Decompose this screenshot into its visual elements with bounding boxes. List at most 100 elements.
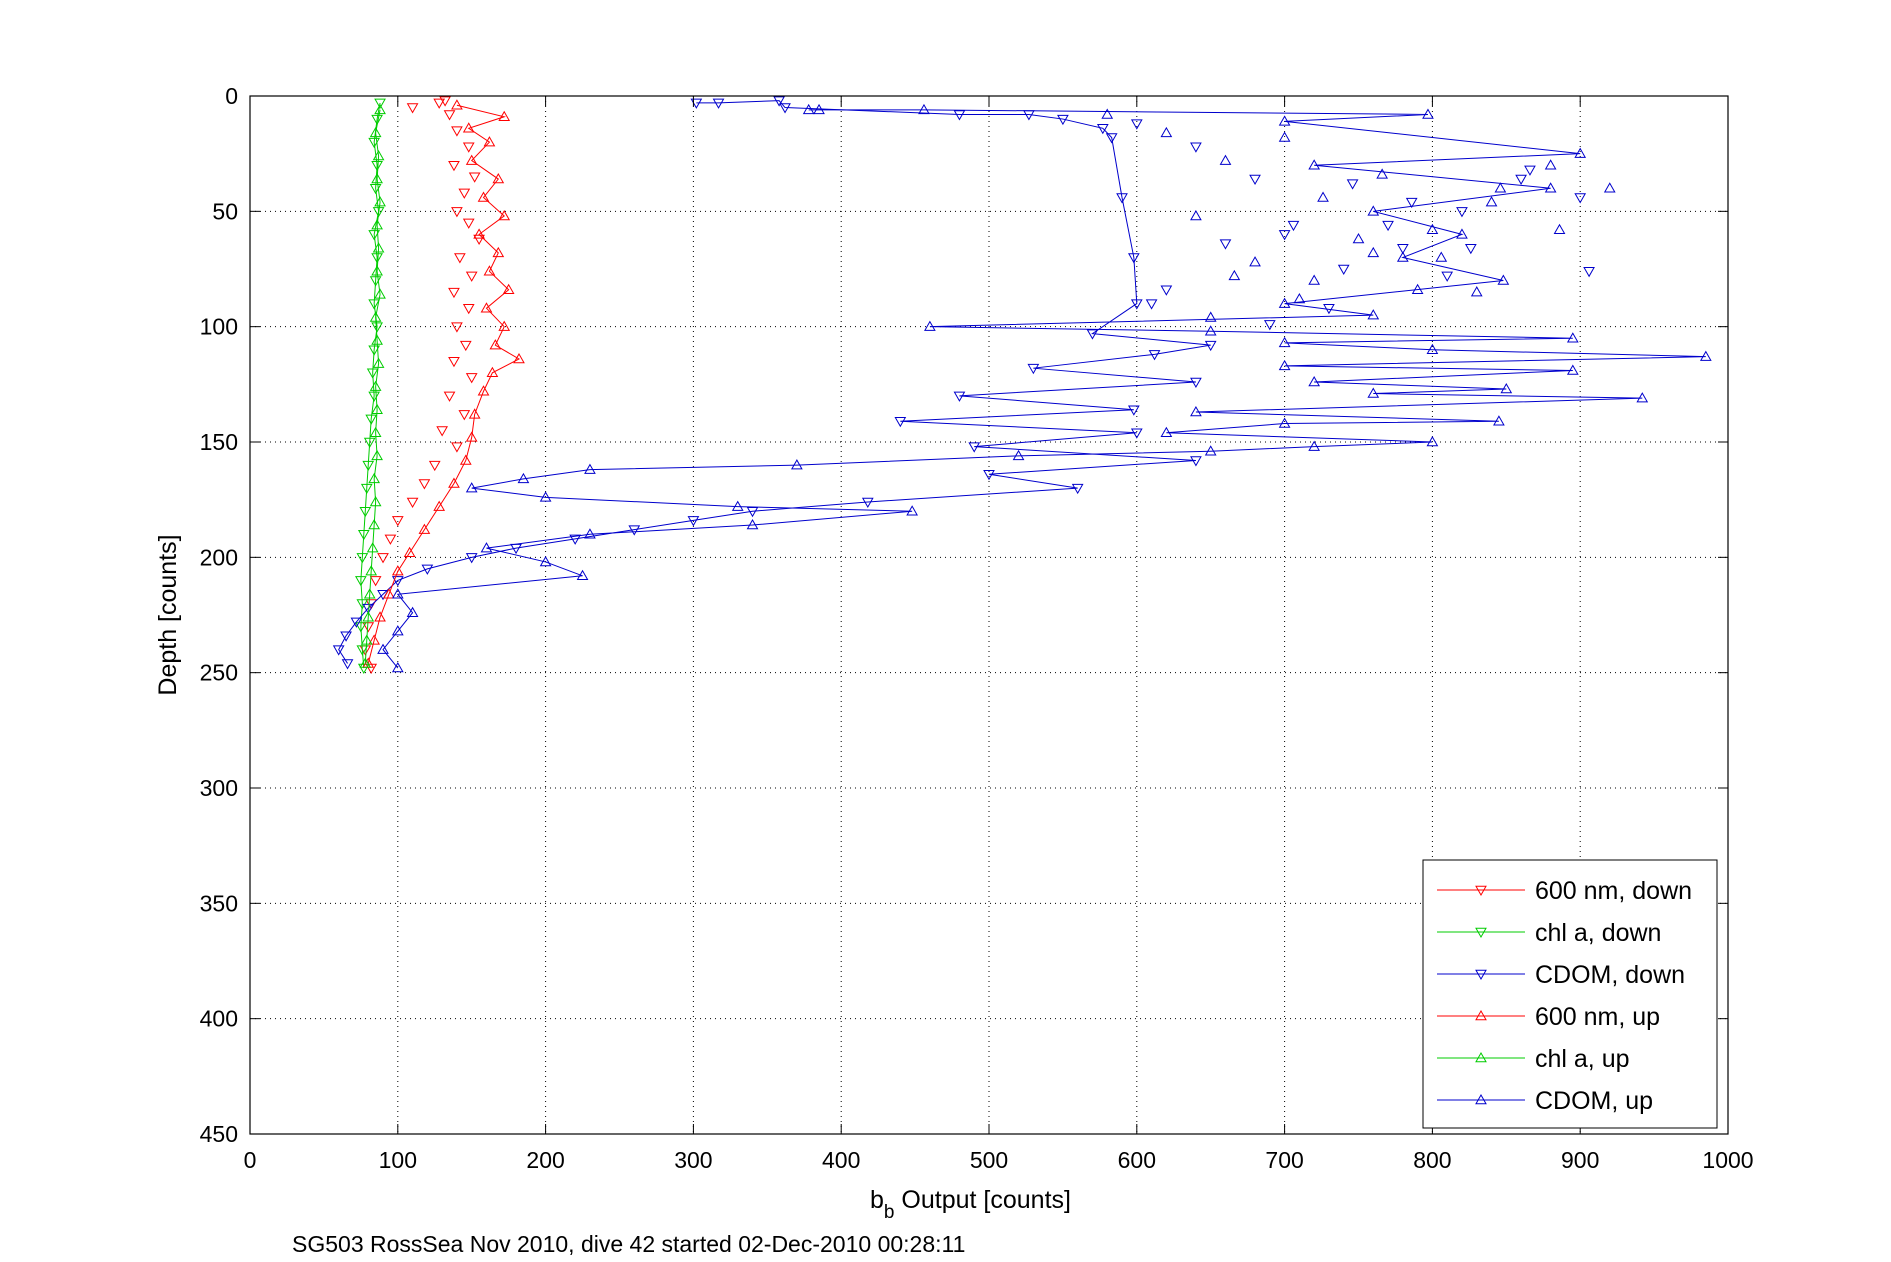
legend-marker bbox=[1475, 1051, 1487, 1063]
data-point bbox=[861, 497, 874, 508]
series-4 bbox=[359, 103, 386, 668]
data-point bbox=[357, 663, 370, 675]
data-point bbox=[584, 528, 596, 539]
data-point bbox=[1376, 168, 1389, 179]
data-point bbox=[451, 126, 463, 137]
x-tick-label: 1000 bbox=[1702, 1147, 1753, 1173]
data-point bbox=[1228, 269, 1241, 281]
data-point bbox=[462, 303, 475, 315]
data-point bbox=[1493, 415, 1505, 426]
data-point bbox=[1485, 196, 1498, 207]
data-point bbox=[1553, 223, 1566, 235]
data-point bbox=[368, 299, 381, 310]
data-point bbox=[363, 437, 376, 449]
data-point bbox=[368, 345, 381, 356]
legend-marker bbox=[1475, 885, 1487, 897]
data-point bbox=[1308, 376, 1321, 387]
data-point bbox=[374, 611, 386, 622]
data-point bbox=[465, 373, 478, 384]
data-point bbox=[377, 553, 389, 564]
x-tick-label: 200 bbox=[526, 1147, 564, 1173]
data-point bbox=[448, 287, 460, 299]
data-point bbox=[433, 500, 446, 511]
data-point bbox=[1204, 311, 1217, 322]
data-point bbox=[371, 114, 383, 126]
ticks: 0 100 200 300 400 500 600 700 800 900 1000 0 50 100 15… bbox=[200, 83, 1754, 1173]
data-point bbox=[439, 96, 451, 107]
data-point bbox=[513, 352, 525, 364]
data-point bbox=[1190, 209, 1202, 221]
data-point bbox=[1470, 286, 1483, 297]
data-point bbox=[341, 659, 354, 670]
data-point bbox=[1293, 292, 1306, 304]
data-point bbox=[436, 426, 449, 437]
y-tick-label: 300 bbox=[200, 775, 238, 801]
data-point bbox=[483, 265, 496, 276]
data-point bbox=[374, 98, 386, 109]
data-point bbox=[1278, 230, 1291, 241]
data-point bbox=[1116, 193, 1128, 204]
data-point bbox=[576, 569, 589, 581]
data-point bbox=[1500, 382, 1513, 394]
data-point bbox=[1190, 377, 1202, 389]
data-point bbox=[779, 103, 791, 114]
data-point bbox=[1071, 483, 1084, 495]
data-point bbox=[443, 391, 456, 402]
data-point bbox=[1456, 207, 1468, 218]
data-point bbox=[371, 449, 383, 461]
x-tick-label: 400 bbox=[822, 1147, 860, 1173]
y-tick-label: 0 bbox=[225, 83, 238, 109]
data-point bbox=[489, 339, 502, 350]
x-tick-label: 700 bbox=[1265, 1147, 1303, 1173]
data-point bbox=[1583, 267, 1595, 278]
data-point bbox=[628, 525, 641, 536]
data-point bbox=[366, 368, 379, 379]
data-point bbox=[1699, 350, 1712, 361]
x-tick-label: 500 bbox=[970, 1147, 1008, 1173]
data-point bbox=[458, 410, 471, 421]
series-line bbox=[364, 109, 381, 664]
data-point bbox=[371, 160, 383, 172]
data-point bbox=[894, 416, 907, 428]
data-point bbox=[459, 340, 472, 352]
data-point bbox=[477, 191, 490, 202]
legend-marker bbox=[1475, 927, 1487, 939]
data-point bbox=[350, 617, 363, 628]
y-tick-label: 250 bbox=[200, 660, 238, 686]
data-point bbox=[1323, 303, 1335, 315]
data-point bbox=[1636, 392, 1649, 403]
data-point bbox=[369, 495, 382, 507]
x-tick-label: 600 bbox=[1118, 1147, 1156, 1173]
data-point bbox=[746, 519, 759, 530]
x-axis-label-subscript: b bbox=[884, 1202, 895, 1223]
data-point bbox=[443, 110, 456, 121]
data-point bbox=[1278, 417, 1291, 428]
data-point bbox=[371, 253, 383, 264]
data-point bbox=[1130, 428, 1143, 439]
data-point bbox=[1308, 440, 1321, 451]
data-point bbox=[371, 322, 383, 333]
series-5 bbox=[377, 103, 1712, 673]
data-point bbox=[391, 576, 404, 587]
data-point bbox=[498, 110, 511, 122]
data-point bbox=[462, 142, 475, 153]
data-point bbox=[492, 246, 505, 258]
data-point bbox=[983, 470, 995, 481]
data-point bbox=[712, 98, 725, 109]
data-point bbox=[362, 460, 375, 472]
data-point bbox=[1096, 124, 1109, 135]
data-point bbox=[502, 283, 515, 295]
data-point bbox=[1566, 332, 1579, 343]
data-point bbox=[369, 126, 382, 138]
data-point bbox=[1405, 197, 1418, 209]
data-point bbox=[365, 565, 378, 576]
data-point bbox=[359, 657, 372, 668]
data-point bbox=[448, 160, 460, 172]
data-point bbox=[368, 230, 381, 241]
series-group bbox=[332, 96, 1712, 675]
data-point bbox=[968, 442, 981, 453]
x-tick-label: 900 bbox=[1561, 1147, 1599, 1173]
data-point bbox=[1396, 243, 1409, 255]
data-point bbox=[1127, 253, 1140, 264]
series-line bbox=[367, 104, 521, 664]
